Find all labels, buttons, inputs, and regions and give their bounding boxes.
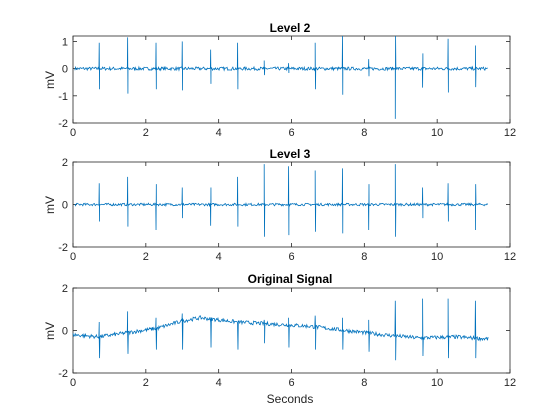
subplot-title: Level 2 [270, 21, 311, 35]
x-tick-label: 6 [288, 251, 294, 263]
x-tick-label: 2 [143, 251, 149, 263]
signal-line [74, 164, 489, 237]
subplot-level-2: Level 2 mV 0 2 4 6 8 10 12 -2 -1 0 1 [43, 21, 516, 139]
x-tick-label: 12 [504, 377, 516, 389]
x-tick-label: 0 [70, 127, 76, 139]
axes-box [72, 287, 511, 374]
x-tick-label: 12 [504, 251, 516, 263]
y-tick-label: 0 [62, 200, 68, 212]
subplot-level-3: Level 3 mV 0 2 4 6 8 10 12-202 [43, 147, 516, 263]
y-tick-label: 0 [62, 326, 68, 338]
x-tick-label: 4 [216, 127, 222, 139]
signal-line [74, 35, 488, 119]
x-tick-label: 8 [361, 377, 367, 389]
y-tick-label: -2 [58, 368, 68, 380]
y-tick-label: -2 [58, 118, 68, 130]
x-tick-label: 10 [431, 251, 443, 263]
x-tick-label: 10 [431, 377, 443, 389]
x-tick-label: 6 [288, 127, 294, 139]
y-axis-label: mV [43, 196, 57, 214]
x-tick-label: 4 [216, 251, 222, 263]
y-tick-label: 0 [62, 64, 68, 76]
y-tick-label: -1 [58, 91, 68, 103]
x-tick-label: 2 [143, 377, 149, 389]
x-tick-label: 8 [361, 127, 367, 139]
x-tick-label: 4 [216, 377, 222, 389]
y-axis-label: mV [43, 71, 57, 89]
y-tick-label: -2 [58, 242, 68, 254]
x-tick-label: 2 [143, 127, 149, 139]
y-tick-label: 2 [62, 283, 68, 295]
signal-line [72, 298, 489, 361]
x-tick-label: 0 [70, 377, 76, 389]
x-tick-label: 10 [431, 127, 443, 139]
subplot-original-signal: Original Signal mV 0 2 4 6 8 10 12-202 [43, 272, 516, 389]
y-tick-label: 1 [62, 36, 68, 48]
x-axis-label: Seconds [267, 392, 314, 406]
subplot-title: Level 3 [270, 147, 311, 161]
axes-box [72, 35, 511, 124]
y-axis-label: mV [43, 322, 57, 340]
x-tick-label: 12 [504, 127, 516, 139]
x-tick-label: 0 [70, 251, 76, 263]
subplot-title: Original Signal [248, 272, 333, 286]
x-tick-label: 6 [288, 377, 294, 389]
y-tick-label: 2 [62, 157, 68, 169]
x-tick-label: 8 [361, 251, 367, 263]
